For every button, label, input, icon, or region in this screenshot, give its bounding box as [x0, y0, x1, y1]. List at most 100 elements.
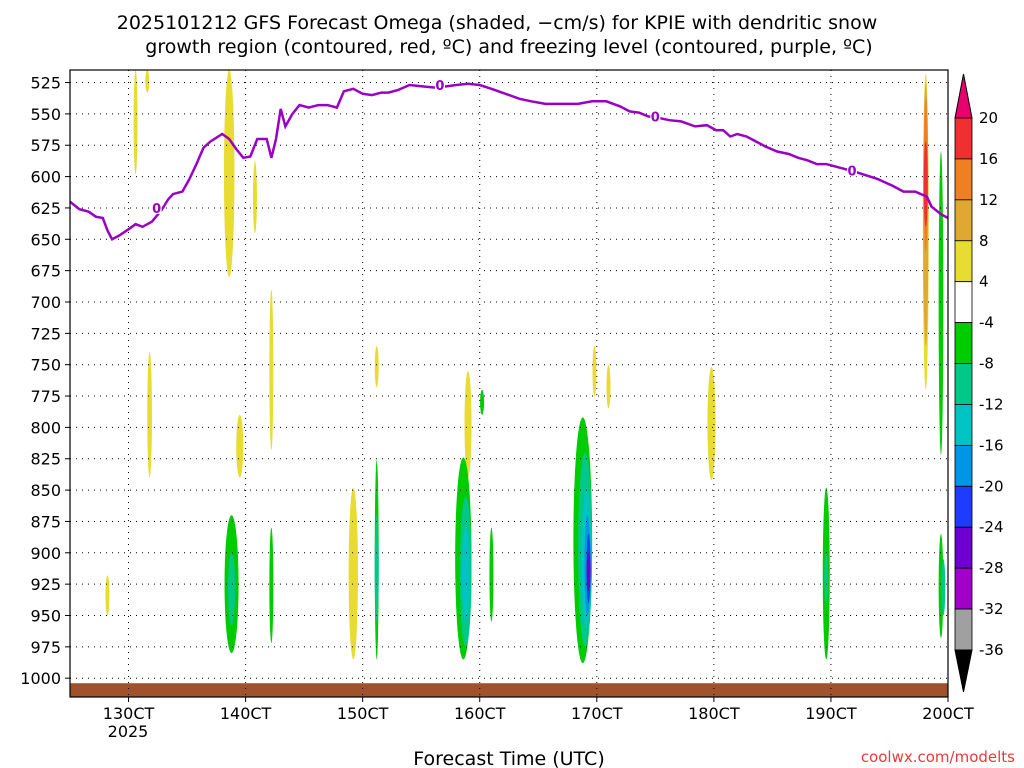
omega-region-27: [480, 389, 485, 415]
plot-area: 0 0 0 0: [69, 69, 949, 698]
omega-region-37: [938, 533, 944, 639]
colorbar-label-9: -20: [979, 477, 1004, 495]
y-tick-label-5: 650: [30, 230, 61, 249]
x-tick-label-5: 180CT: [688, 704, 740, 723]
colorbar-segment-0: [954, 117, 973, 160]
omega-region-7: [105, 575, 110, 616]
omega-region-26: [489, 527, 494, 622]
colorbar-label-5: -4: [979, 314, 994, 332]
colorbar-label-1: 16: [979, 150, 998, 168]
omega-region-6: [236, 414, 244, 478]
y-tick-label-0: 525: [30, 74, 61, 93]
freezing-level-label-bg-3: [847, 162, 858, 177]
y-tick-label-1: 550: [30, 105, 61, 124]
y-axis: 525 550 575 600 625 650 675 700 725 750 775 800 825 8…: [20, 74, 70, 688]
freezing-level-label-bg-0: [151, 199, 162, 214]
x-axis: 130CT 140CT 150CT 160CT 170CT 180CT 190CT 200CT: [103, 697, 974, 723]
y-tick-label-4: 625: [30, 199, 61, 218]
colorbar-label-4: 4: [979, 273, 989, 291]
plot-frame: [69, 69, 949, 698]
omega-region-9: [374, 345, 379, 388]
colorbar-label-13: -36: [979, 641, 1004, 659]
omega-region-17: [923, 141, 928, 227]
colorbar: 20 16 12 8 4 -4 -8 -12 -16 -20 -24 -28 -32 -36: [954, 73, 1004, 693]
site-credit: coolwx.com/modelts: [861, 748, 1015, 766]
colorbar-segment-3: [954, 240, 973, 283]
x-tick-label-1: 140CT: [220, 704, 272, 723]
colorbar-segment-11: [954, 567, 973, 610]
omega-region-19: [228, 552, 236, 626]
omega-region-25: [462, 527, 470, 622]
x-tick-label-2: 150CT: [337, 704, 389, 723]
terrain-band: [70, 683, 948, 697]
x-year-label: 2025: [108, 722, 149, 741]
colorbar-label-0: 20: [979, 109, 998, 127]
colorbar-bottom-triangle: [954, 649, 973, 693]
y-tick-label-2: 575: [30, 136, 61, 155]
colorbar-label-2: 12: [979, 191, 998, 209]
y-tick-label-19: 1000: [20, 669, 61, 688]
colorbar-segment-1: [954, 158, 973, 201]
colorbar-label-10: -24: [979, 518, 1004, 536]
freezing-level-label-bg-1: [434, 77, 445, 92]
omega-region-11: [592, 345, 597, 397]
colorbar-segment-2: [954, 199, 973, 242]
colorbar-label-8: -16: [979, 436, 1004, 454]
omega-region-1: [145, 70, 150, 93]
freezing-level-label-bg-2: [650, 108, 661, 123]
colorbar-segment-8: [954, 444, 973, 487]
y-tick-label-17: 950: [30, 606, 61, 625]
omega-region-12: [606, 364, 611, 409]
colorbar-label-7: -12: [979, 395, 1004, 413]
colorbar-segment-6: [954, 363, 973, 405]
y-tick-label-9: 750: [30, 356, 61, 375]
y-tick-label-14: 875: [30, 512, 61, 531]
omega-region-4: [269, 289, 274, 450]
colorbar-segment-10: [954, 526, 973, 569]
chart-title-line-2: growth region (contoured, red, ºC) and f…: [145, 36, 872, 58]
colorbar-segment-7: [954, 404, 973, 446]
colorbar-segment-5: [954, 322, 973, 364]
colorbar-label-11: -28: [979, 559, 1004, 577]
colorbar-top-triangle: [954, 73, 973, 119]
omega-region-0: [133, 70, 138, 175]
freezing-level-label-0: 0: [152, 202, 161, 217]
y-tick-label-6: 675: [30, 262, 61, 281]
y-tick-label-3: 600: [30, 168, 61, 187]
x-tick-label-0: 130CT: [103, 704, 155, 723]
x-tick-label-7: 200CT: [922, 704, 974, 723]
omega-region-3: [252, 161, 257, 234]
colorbar-segment-4: [954, 281, 973, 324]
colorbar-label-3: 8: [979, 232, 989, 250]
omega-region-38: [941, 559, 946, 616]
omega-region-13: [707, 367, 716, 481]
y-tick-label-11: 800: [30, 418, 61, 437]
y-tick-label-15: 900: [30, 544, 61, 563]
omega-region-33: [586, 552, 591, 591]
x-tick-label-6: 190CT: [805, 704, 857, 723]
omega-region-10: [464, 370, 472, 478]
chart-title-line-1: 2025101212 GFS Forecast Omega (shaded, −…: [117, 12, 878, 34]
colorbar-segment-12: [954, 608, 973, 651]
omega-region-36: [938, 151, 944, 455]
y-tick-label-12: 825: [30, 450, 61, 469]
x-axis-label: Forecast Time (UTC): [413, 748, 604, 768]
freezing-level-label-2: 0: [651, 110, 660, 125]
x-tick-label-3: 160CT: [454, 704, 506, 723]
freezing-level-line: [69, 82, 949, 241]
y-tick-label-16: 925: [30, 575, 61, 594]
y-tick-label-8: 725: [30, 324, 61, 343]
omega-region-8: [348, 487, 358, 660]
y-tick-label-7: 700: [30, 293, 61, 312]
omega-region-2: [223, 70, 235, 277]
colorbar-label-12: -32: [979, 600, 1004, 618]
y-tick-label-10: 775: [30, 387, 61, 406]
freezing-level-label-1: 0: [435, 79, 444, 94]
y-tick-label-13: 850: [30, 481, 61, 500]
y-tick-label-18: 975: [30, 638, 61, 657]
omega-region-35: [824, 552, 829, 603]
colorbar-segment-9: [954, 485, 973, 528]
freezing-level-label-3: 0: [847, 164, 856, 179]
omega-region-5: [147, 352, 152, 478]
